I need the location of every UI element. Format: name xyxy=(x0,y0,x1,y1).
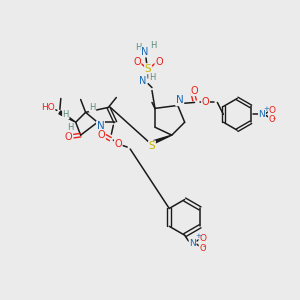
Text: O: O xyxy=(202,98,209,107)
Text: S: S xyxy=(149,141,155,151)
Text: S: S xyxy=(145,64,151,74)
Polygon shape xyxy=(153,135,172,143)
Text: O: O xyxy=(199,244,206,253)
Text: -: - xyxy=(203,243,206,252)
Text: N: N xyxy=(189,238,196,247)
Text: O: O xyxy=(133,57,141,67)
Text: +: + xyxy=(196,233,202,239)
Polygon shape xyxy=(59,111,76,122)
Text: H: H xyxy=(135,44,141,52)
Text: -: - xyxy=(272,114,275,123)
Text: N: N xyxy=(141,47,149,57)
Text: O: O xyxy=(191,85,198,96)
Text: N: N xyxy=(97,121,104,131)
Text: H: H xyxy=(149,73,155,82)
Text: O: O xyxy=(98,130,105,140)
Text: N: N xyxy=(259,110,265,119)
Text: O: O xyxy=(268,115,275,124)
Text: N: N xyxy=(176,95,184,106)
Text: H: H xyxy=(150,41,156,50)
Text: O: O xyxy=(199,234,206,243)
Text: O: O xyxy=(115,139,122,149)
Text: O: O xyxy=(155,57,163,67)
Text: H: H xyxy=(68,123,74,132)
Text: HO: HO xyxy=(41,103,55,112)
Text: H: H xyxy=(89,103,96,112)
Text: O: O xyxy=(268,106,275,115)
Text: H: H xyxy=(63,110,69,119)
Text: O: O xyxy=(65,132,73,142)
Text: +: + xyxy=(263,106,269,112)
Text: N: N xyxy=(140,76,147,85)
